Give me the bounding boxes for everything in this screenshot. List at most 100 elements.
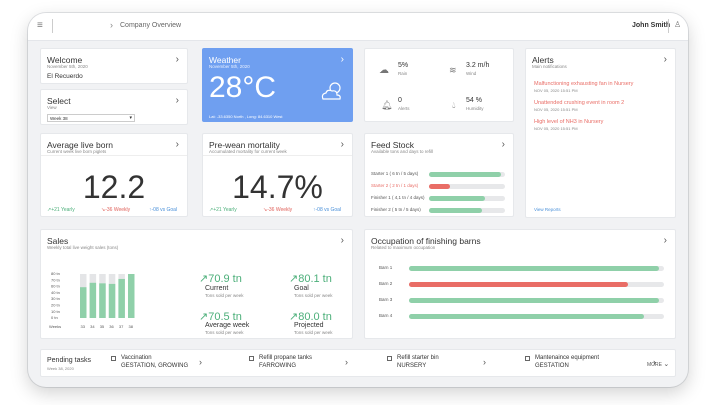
chevron-right-icon[interactable]: ›	[340, 139, 344, 150]
alert-text: Malfunctioning exhausting fan in Nursery	[534, 81, 634, 87]
alert-item[interactable]: Malfunctioning exhausting fan in Nursery…	[534, 81, 633, 93]
current-value: ↗70.9 tn	[199, 273, 242, 285]
pending-tasks-bar: Pending tasks Week 38, 2020 Vaccination G…	[40, 349, 676, 377]
barns-title: Occupation of finishing barns	[371, 236, 481, 246]
sales-bar[interactable]	[89, 282, 97, 318]
feed-bar-fill	[429, 208, 483, 213]
view-reports-link[interactable]: View Reports	[534, 207, 561, 212]
user-name[interactable]: John Smith	[632, 22, 671, 29]
chevron-right-icon: ›	[110, 20, 113, 30]
sales-bar[interactable]	[128, 274, 135, 318]
avg-goal: ↑-08 vs Goal	[149, 207, 178, 213]
avg-yearly-text: +21 Yearly	[51, 207, 75, 213]
prewean-yearly: ↗+21 Yearly	[209, 207, 237, 213]
barn-bar-fill	[409, 282, 629, 287]
alerts-value: 0	[398, 97, 402, 104]
chevron-right-icon[interactable]: ›	[175, 95, 179, 106]
chevron-right-icon[interactable]: ›	[199, 357, 202, 367]
prewean-card[interactable]: Pre-wean mortality Accumulated mortality…	[202, 133, 353, 217]
projected-value-text: 80.0 tn	[298, 311, 332, 323]
alert-text: Unattended crushing event in room 2	[534, 100, 625, 106]
breadcrumb[interactable]: Company Overview	[120, 22, 182, 29]
barn-bar	[409, 266, 664, 271]
goal-value-text: 80.1 tn	[298, 273, 332, 285]
chevron-right-icon[interactable]: ›	[653, 357, 656, 367]
average-label: Average week	[205, 322, 250, 329]
checkbox[interactable]	[525, 356, 530, 361]
chevron-right-icon[interactable]: ›	[175, 139, 179, 150]
task-item[interactable]: Refill propane tanks FARROWING ›	[249, 355, 379, 375]
partly-cloudy-icon	[321, 82, 341, 100]
sales-subtitle: Weekly total live weight sales (tons)	[47, 245, 119, 250]
chevron-right-icon[interactable]: ›	[483, 357, 486, 367]
feed-title: Feed Stock	[371, 140, 414, 150]
pending-subtitle: Week 38, 2020	[47, 366, 74, 371]
more-button[interactable]: MORE ⌄	[647, 360, 669, 368]
y-tick-label: 0 tn	[51, 315, 58, 320]
chevron-right-icon[interactable]: ›	[663, 235, 667, 246]
feed-stock-card[interactable]: Feed Stock Available tons and days to re…	[364, 133, 514, 217]
feed-bar	[429, 196, 505, 201]
alert-item[interactable]: High level of NH3 in Nursery NOV 05, 202…	[534, 119, 603, 131]
weather-card[interactable]: Weather November 5th, 2020 › 28°C Lat: -…	[202, 48, 353, 122]
chevron-right-icon[interactable]: ›	[175, 54, 179, 65]
x-tick-label: 33	[81, 324, 86, 329]
avg-live-born-card[interactable]: Average live born Current week live born…	[40, 133, 188, 217]
checkbox[interactable]	[387, 356, 392, 361]
select-label: View	[47, 105, 57, 110]
feed-bar-fill	[429, 184, 451, 189]
average-value: ↗70.5 tn	[199, 311, 242, 323]
sales-bar[interactable]	[108, 283, 116, 318]
barn-label: Barn 2	[379, 281, 393, 286]
divider	[41, 155, 187, 156]
chevron-right-icon[interactable]: ›	[501, 139, 505, 150]
wind-label: Wind	[466, 71, 477, 76]
prewean-subtitle: Accumulated mortality for current week	[209, 149, 287, 154]
avg-value: 12.2	[82, 169, 146, 205]
week-select[interactable]: Week 38 ▾	[47, 114, 135, 122]
sales-bar[interactable]	[80, 287, 87, 318]
task-item[interactable]: Mantenaince equipment GESTATION ›	[525, 355, 656, 375]
prewean-yearly-text: +21 Yearly	[213, 207, 237, 213]
average-sub: Tons sold per week	[205, 330, 244, 335]
alert-date: NOV 05, 2020 15:51 PM	[534, 107, 578, 112]
task-item[interactable]: Vaccination GESTATION, GROWING ›	[111, 355, 241, 375]
current-label: Current	[205, 285, 229, 292]
goal-sub: Tons sold per week	[294, 293, 333, 298]
chevron-right-icon[interactable]: ›	[345, 357, 348, 367]
task-area: FARROWING	[259, 363, 296, 369]
y-tick-label: 10 tn	[51, 309, 60, 314]
weather-location: Lat: -33.6350 North , Long: 84.6310 West	[209, 114, 283, 119]
sales-bar[interactable]	[99, 283, 106, 318]
avg-subtitle: Current week live born piglets	[47, 149, 107, 154]
menu-icon[interactable]: ≡	[37, 20, 43, 31]
task-name: Vaccination	[121, 355, 152, 361]
feed-label: Starter 1 ( 6 tn / 5 days)	[371, 171, 419, 176]
alerts-label: Alerts	[398, 106, 410, 111]
chevron-down-icon: ▾	[129, 115, 132, 121]
alerts-title: Alerts	[532, 55, 554, 65]
checkbox[interactable]	[111, 356, 116, 361]
prewean-weekly-text: -36 Weekly	[267, 207, 293, 213]
sales-bar[interactable]	[118, 278, 125, 318]
barn-label: Barn 3	[379, 297, 393, 302]
avg-weekly: ↘-36 Weekly	[101, 207, 131, 213]
sales-card[interactable]: Sales Weekly total live weight sales (to…	[40, 229, 353, 339]
projected-label: Projected	[294, 322, 324, 329]
user-icon[interactable]: ♙	[674, 20, 682, 29]
checkbox[interactable]	[249, 356, 254, 361]
sales-chart: 80 tn 70 tn 60 tn 40 tn 30 tn 20 tn 10 tn 0 tn 3…	[41, 230, 181, 340]
chevron-right-icon[interactable]: ›	[663, 54, 667, 65]
x-tick-label: 35	[100, 324, 105, 329]
weather-title: Weather	[209, 55, 241, 65]
welcome-card[interactable]: Welcome November 5th, 2020 › El Recuerdo	[40, 48, 188, 84]
barns-card[interactable]: Occupation of finishing barns Related to…	[364, 229, 676, 339]
chevron-right-icon[interactable]: ›	[340, 54, 344, 65]
select-title: Select	[47, 96, 71, 106]
current-sub: Tons sold per week	[205, 293, 244, 298]
chevron-right-icon[interactable]: ›	[340, 235, 344, 246]
alert-item[interactable]: Unattended crushing event in room 2 NOV …	[534, 100, 624, 112]
alerts-card: Alerts Main notifications › Malfunctioni…	[525, 48, 676, 218]
task-item[interactable]: Refill starter bin NURSERY ›	[387, 355, 517, 375]
